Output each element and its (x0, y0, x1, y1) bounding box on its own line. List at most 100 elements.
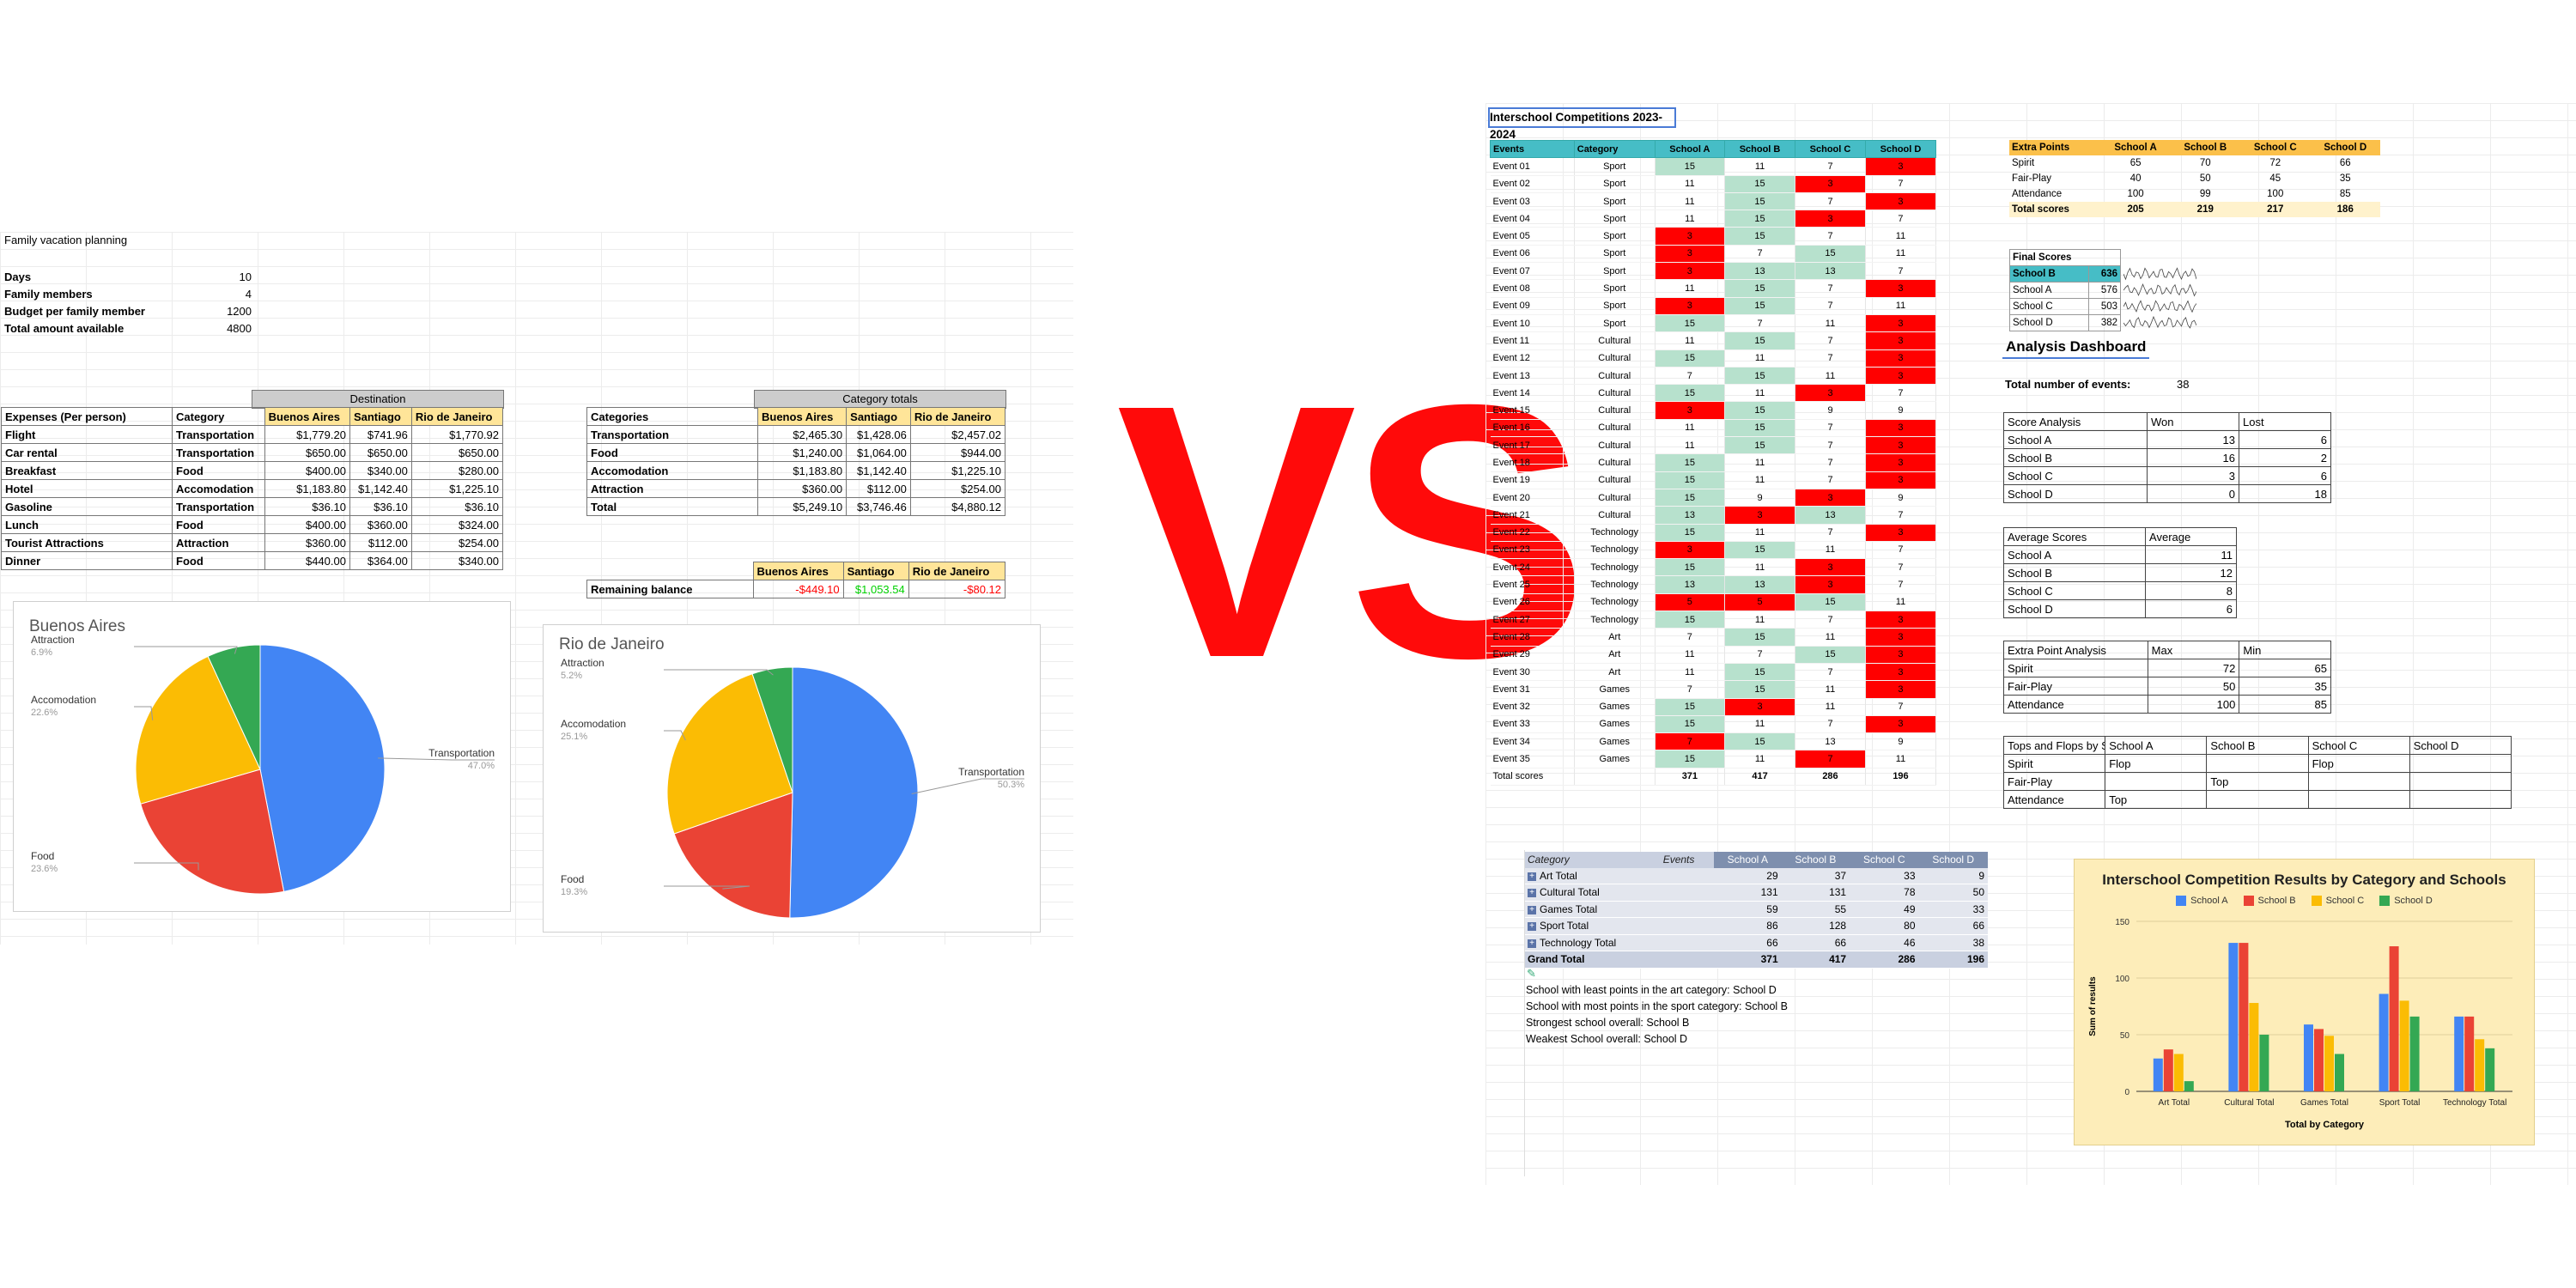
score-cell[interactable]: 3 (1865, 192, 1937, 211)
extra-cell[interactable]: Attendance (2012, 189, 2063, 199)
column-header[interactable]: School C (1850, 852, 1919, 868)
pie-chart-buenos-aires[interactable]: Buenos Aires Transportation 47.0% Food 23.6… (13, 601, 511, 912)
score-cell[interactable]: 15 (1655, 157, 1726, 176)
pivot-row[interactable]: + Games Total 59 55 49 33 (1524, 901, 1988, 918)
score-cell[interactable]: Event 02 (1490, 175, 1575, 193)
score-cell[interactable]: 15 (1655, 471, 1726, 489)
score-cell[interactable]: 11 (1655, 279, 1726, 298)
score-cell[interactable]: Sport (1574, 157, 1656, 176)
expense-cell[interactable]: Dinner (1, 551, 173, 570)
score-cell[interactable]: Games (1574, 750, 1656, 769)
extra-cell[interactable]: 100 (2127, 189, 2144, 199)
score-cell[interactable]: 3 (1865, 715, 1937, 734)
category-cell[interactable]: $1,225.10 (909, 461, 1006, 480)
score-cell[interactable]: 7 (1795, 715, 1866, 734)
category-cell[interactable]: $944.00 (909, 443, 1006, 462)
column-header[interactable]: Min (2239, 641, 2331, 659)
expense-cell[interactable]: $280.00 (410, 461, 504, 480)
score-cell[interactable]: 3 (1655, 401, 1726, 420)
score-cell[interactable]: 15 (1724, 367, 1796, 386)
category-cell[interactable]: $2,457.02 (909, 425, 1006, 444)
score-cell[interactable]: Event 05 (1490, 227, 1575, 246)
bar[interactable] (2184, 1081, 2194, 1091)
score-cell[interactable]: 11 (1724, 157, 1796, 176)
bar[interactable] (2314, 1029, 2324, 1091)
extra-cell[interactable]: 186 (2310, 202, 2380, 217)
bar[interactable] (2259, 1035, 2269, 1091)
pivot-cell[interactable]: 55 (1781, 901, 1850, 918)
score-cell[interactable]: 13 (1655, 575, 1726, 594)
expense-cell[interactable]: Food (172, 515, 265, 534)
school-name[interactable]: School A (2009, 282, 2089, 299)
pivot-category[interactable]: + Games Total (1524, 901, 1660, 918)
dashboard-cell[interactable]: 11 (2145, 545, 2237, 564)
column-header[interactable]: School D (1918, 852, 1988, 868)
score-cell[interactable]: Event 29 (1490, 646, 1575, 664)
column-header[interactable]: Won (2146, 412, 2240, 431)
expense-cell[interactable]: Transportation (172, 425, 265, 444)
score-cell[interactable]: 13 (1724, 575, 1796, 594)
score-cell[interactable]: 11 (1795, 541, 1866, 560)
score-cell[interactable]: Event 11 (1490, 331, 1575, 350)
bar[interactable] (2485, 1048, 2495, 1091)
summary-value[interactable]: 1200 (227, 304, 252, 318)
balance-buenos-aires[interactable]: -$449.10 (752, 580, 844, 598)
column-header[interactable]: Events (1490, 139, 1575, 159)
grand-total-cell[interactable]: 196 (1918, 951, 1988, 969)
score-cell[interactable]: Cultural (1574, 384, 1656, 403)
score-cell[interactable]: 11 (1655, 436, 1726, 455)
bar[interactable] (2389, 946, 2399, 1091)
column-header[interactable]: Category (1573, 139, 1656, 159)
score-cell[interactable]: 15 (1724, 297, 1796, 315)
category-cell[interactable]: $3,746.46 (846, 497, 911, 516)
expense-cell[interactable]: $400.00 (264, 461, 350, 480)
column-header[interactable]: School B (2206, 736, 2309, 755)
score-cell[interactable]: Event 10 (1490, 314, 1575, 333)
dashboard-cell[interactable]: School B (2002, 563, 2147, 582)
score-cell[interactable]: Cultural (1574, 367, 1656, 386)
pivot-cell[interactable]: 131 (1781, 884, 1850, 902)
score-cell[interactable]: Event 32 (1490, 698, 1575, 716)
score-cell[interactable]: 3 (1724, 698, 1796, 716)
pivot-category[interactable]: + Cultural Total (1524, 884, 1660, 902)
score-cell[interactable]: Event 30 (1490, 663, 1575, 682)
score-cell[interactable]: Art (1574, 646, 1656, 664)
column-header[interactable]: Category (1524, 852, 1660, 868)
score-cell[interactable]: 7 (1865, 558, 1937, 577)
score-cell[interactable]: 7 (1795, 157, 1866, 176)
expand-icon[interactable]: + (1528, 872, 1536, 881)
score-cell[interactable]: Sport (1574, 227, 1656, 246)
category-cell[interactable]: Attraction (586, 479, 758, 498)
expense-cell[interactable]: Attraction (172, 533, 265, 552)
score-cell[interactable]: 7 (1795, 279, 1866, 298)
score-cell[interactable]: Event 12 (1490, 349, 1575, 368)
dashboard-title[interactable]: Analysis Dashboard (2002, 337, 2150, 359)
column-header[interactable]: School C (2240, 140, 2311, 155)
score-cell[interactable]: 3 (1865, 419, 1937, 438)
summary-label[interactable]: Family members (4, 287, 93, 301)
score-cell[interactable]: 11 (1795, 628, 1866, 647)
column-header[interactable]: Lost (2239, 412, 2331, 431)
score-cell[interactable]: 3 (1865, 367, 1937, 386)
category-cell[interactable]: Accomodation (586, 461, 758, 480)
bar[interactable] (2379, 993, 2389, 1091)
score-cell[interactable]: 11 (1865, 227, 1937, 246)
expense-cell[interactable]: Hotel (1, 479, 173, 498)
category-cell[interactable]: $2,465.30 (756, 425, 848, 444)
expense-cell[interactable]: $36.10 (410, 497, 504, 516)
score-cell[interactable]: 7 (1795, 192, 1866, 211)
column-header[interactable]: Categories (586, 407, 758, 426)
score-cell[interactable]: Event 24 (1490, 558, 1575, 577)
score-cell[interactable]: 3 (1865, 663, 1937, 682)
bar[interactable] (2324, 1036, 2334, 1091)
score-cell[interactable]: 15 (1655, 384, 1726, 403)
balance-rio[interactable]: -$80.12 (908, 580, 1006, 598)
school-score[interactable]: 576 (2088, 282, 2121, 299)
dashboard-cell[interactable] (2307, 790, 2410, 809)
total-cell[interactable]: 371 (1655, 768, 1726, 786)
extra-cell[interactable]: 35 (2339, 173, 2351, 184)
score-cell[interactable]: 7 (1865, 262, 1937, 281)
score-cell[interactable]: Event 28 (1490, 628, 1575, 647)
score-cell[interactable]: 7 (1655, 680, 1726, 699)
pivot-category[interactable]: + Technology Total (1524, 934, 1660, 951)
